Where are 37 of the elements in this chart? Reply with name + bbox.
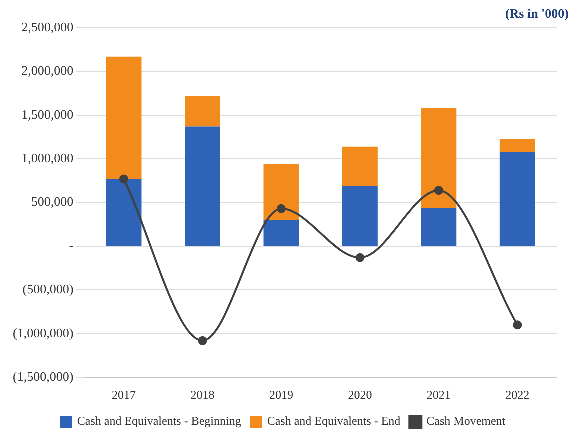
x-tick-label: 2017 <box>112 388 136 402</box>
bar <box>421 108 457 208</box>
bar <box>500 139 536 152</box>
bar <box>106 179 142 246</box>
bar <box>106 56 142 180</box>
x-tick-label: 2020 <box>348 388 372 402</box>
y-tick-label: 2,500,000 <box>22 19 74 34</box>
x-tick-label: 2021 <box>426 388 451 402</box>
y-tick-label: (1,500,000) <box>12 369 74 384</box>
y-tick-label: 1,000,000 <box>22 150 74 166</box>
y-tick-label: 1,500,000 <box>22 106 74 122</box>
bar <box>342 186 378 246</box>
point <box>198 336 208 346</box>
legend-label: Cash and Equivalents - Beginning <box>77 414 242 428</box>
bar <box>500 152 536 246</box>
y-tick-label: 500,000 <box>31 194 74 210</box>
x-tick-label: 2018 <box>190 388 215 402</box>
text: (Rs in '000) <box>505 6 569 22</box>
y-tick-label: (1,000,000) <box>12 325 74 340</box>
point <box>120 174 129 184</box>
x-tick-label: 2019 <box>269 388 294 402</box>
point <box>356 253 365 262</box>
y-tick-label: 2,000,000 <box>22 63 74 78</box>
y-tick-label: (500,000) <box>22 282 74 297</box>
y-tick-label: - <box>69 238 74 253</box>
bar <box>264 164 300 220</box>
legend-label: Cash Movement <box>426 414 506 428</box>
bar <box>421 208 457 246</box>
x-tick-label: 2022 <box>506 388 530 402</box>
bar <box>185 126 220 246</box>
legend-label: Cash and Equivalents - End <box>267 414 401 428</box>
bar <box>264 220 300 246</box>
bar <box>185 96 220 127</box>
point <box>513 320 522 330</box>
point <box>434 186 444 196</box>
bar <box>342 146 378 186</box>
point <box>276 204 286 214</box>
